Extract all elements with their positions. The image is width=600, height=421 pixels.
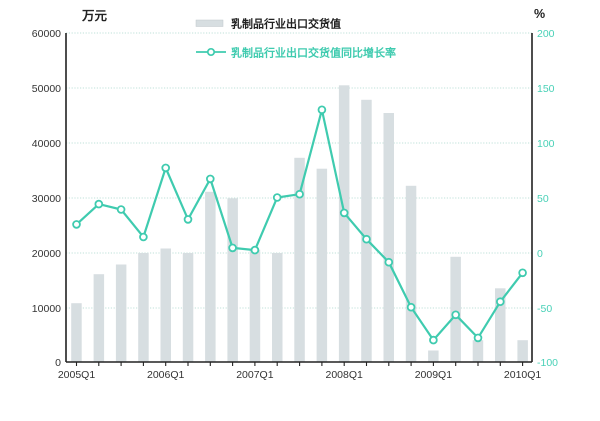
svg-text:乳制品行业出口交货值: 乳制品行业出口交货值 [231,17,341,31]
svg-text:乳制品行业出口交货值同比增长率: 乳制品行业出口交货值同比增长率 [231,46,396,60]
svg-text:50: 50 [537,193,549,205]
svg-text:20000: 20000 [32,248,61,260]
svg-text:-100: -100 [537,357,558,369]
svg-text:2010Q1: 2010Q1 [504,369,542,381]
svg-text:150: 150 [537,83,555,95]
svg-text:50000: 50000 [32,83,61,95]
svg-text:0: 0 [55,357,61,369]
svg-text:60000: 60000 [32,28,61,40]
svg-text:30000: 30000 [32,193,61,205]
svg-text:100: 100 [537,138,555,150]
svg-text:2007Q1: 2007Q1 [236,369,274,381]
svg-text:10000: 10000 [32,303,61,315]
svg-text:200: 200 [537,28,555,40]
svg-text:40000: 40000 [32,138,61,150]
svg-text:0: 0 [537,248,543,260]
svg-text:2006Q1: 2006Q1 [147,369,185,381]
svg-text:万元: 万元 [81,9,108,23]
svg-text:2009Q1: 2009Q1 [415,369,453,381]
svg-text:2005Q1: 2005Q1 [58,369,96,381]
svg-text:-50: -50 [537,303,552,315]
svg-text:2008Q1: 2008Q1 [326,369,364,381]
svg-text:%: % [534,7,545,21]
